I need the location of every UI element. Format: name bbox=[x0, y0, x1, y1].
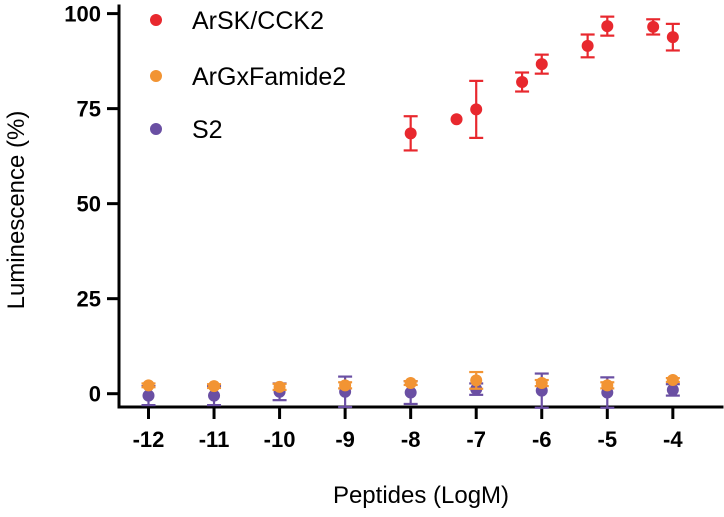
x-tick-label: -4 bbox=[663, 427, 683, 452]
x-tick-label: -12 bbox=[133, 427, 165, 452]
series-argxfamide2 bbox=[141, 370, 680, 393]
x-tick-label: -7 bbox=[466, 427, 486, 452]
data-point bbox=[647, 20, 660, 33]
x-tick-label: -5 bbox=[598, 427, 618, 452]
y-axis-title: Luminescence (%) bbox=[3, 111, 30, 310]
data-point bbox=[404, 377, 417, 390]
x-tick-label: -9 bbox=[335, 427, 355, 452]
data-point bbox=[208, 380, 221, 393]
legend-label: ArSK/CCK2 bbox=[192, 7, 324, 35]
legend-marker bbox=[150, 70, 162, 82]
y-tick-label: 75 bbox=[77, 97, 101, 122]
data-point bbox=[666, 374, 679, 387]
data-point bbox=[142, 379, 155, 392]
data-point bbox=[339, 379, 352, 392]
data-point bbox=[450, 113, 463, 126]
series-arsk-cck2 bbox=[403, 15, 680, 152]
y-tick-label: 25 bbox=[77, 287, 101, 312]
data-point bbox=[535, 377, 548, 390]
data-point bbox=[470, 103, 483, 116]
x-tick-label: -6 bbox=[532, 427, 552, 452]
data-point bbox=[404, 386, 417, 399]
data-point bbox=[470, 374, 483, 387]
x-tick-label: -10 bbox=[264, 427, 296, 452]
data-point bbox=[601, 20, 614, 33]
axes bbox=[117, 4, 724, 409]
data-point bbox=[208, 389, 221, 402]
x-tick-label: -11 bbox=[199, 427, 230, 452]
data-point bbox=[273, 380, 286, 393]
x-axis-title: Peptides (LogM) bbox=[333, 482, 509, 509]
data-point bbox=[601, 379, 614, 392]
y-ticks: 0 25 50 75 100 bbox=[64, 2, 119, 407]
legend-label: S2 bbox=[192, 116, 223, 144]
legend-marker bbox=[150, 123, 162, 135]
legend: ArSK/CCK2 ArGxFamide2 S2 bbox=[150, 7, 346, 144]
y-tick-label: 0 bbox=[89, 382, 101, 407]
y-tick-label: 100 bbox=[64, 2, 101, 27]
data-point bbox=[516, 76, 529, 89]
data-point bbox=[142, 389, 155, 402]
x-tick-label: -8 bbox=[401, 427, 421, 452]
x-ticks: -12 -11 -10 -9 -8 -7 -6 -5 -4 bbox=[133, 407, 683, 452]
data-point bbox=[666, 383, 679, 396]
data-point bbox=[581, 39, 594, 52]
series-layer bbox=[141, 15, 680, 409]
y-tick-label: 50 bbox=[77, 192, 101, 217]
data-point bbox=[535, 58, 548, 71]
legend-marker bbox=[150, 14, 162, 26]
data-point bbox=[666, 31, 679, 44]
data-point bbox=[404, 127, 417, 140]
legend-label: ArGxFamide2 bbox=[192, 63, 346, 91]
